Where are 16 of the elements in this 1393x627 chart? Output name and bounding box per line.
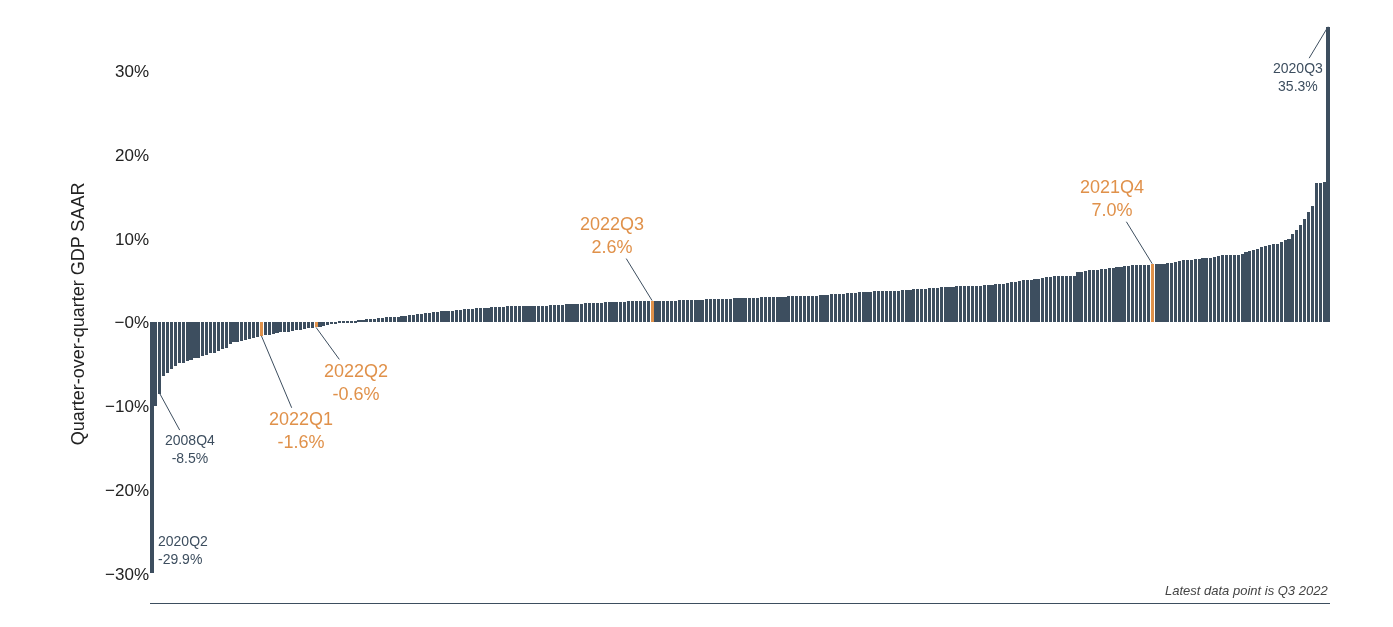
y-tick-label: −30% <box>105 564 149 584</box>
y-tick-label: −0% <box>114 313 149 333</box>
annotation: Latest data point is Q3 2022 <box>1165 583 1329 598</box>
annotation: 2008Q4 -8.5% <box>165 432 216 467</box>
y-tick-label: 10% <box>114 229 149 249</box>
y-axis-title: Quarter-over-quarter GDP SAAR <box>68 182 89 446</box>
annotation: 2020Q2 -29.9% <box>158 533 209 568</box>
annotation: 2020Q3 35.3% <box>1273 60 1324 95</box>
y-tick-label: 20% <box>114 145 149 165</box>
annotation: 2022Q2 -0.6% <box>324 361 389 405</box>
annotation: 2022Q1 -1.6% <box>269 409 334 453</box>
y-tick-label: −20% <box>105 480 149 500</box>
annotation: 2022Q3 2.6% <box>580 214 645 258</box>
y-tick-label: 30% <box>114 62 149 82</box>
annotation: 2021Q4 7.0% <box>1080 177 1145 221</box>
y-tick-label: −10% <box>105 397 149 417</box>
